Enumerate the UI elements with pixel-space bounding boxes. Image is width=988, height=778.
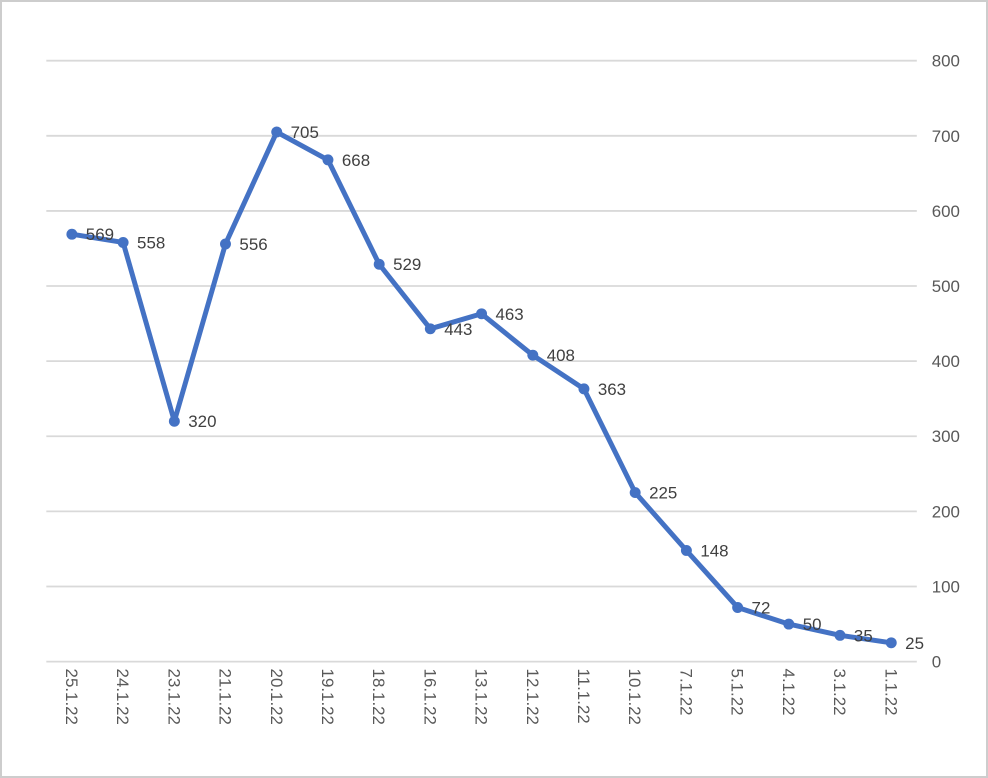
x-axis-tick-label: 25.1.22 [62, 669, 81, 725]
x-axis-tick-label: 16.1.22 [420, 669, 439, 725]
x-axis-tick-label: 12.1.22 [523, 669, 542, 725]
y-axis-tick-label: 0 [932, 653, 941, 672]
x-axis-tick-label: 10.1.22 [625, 669, 644, 725]
x-axis-tick-label: 4.1.22 [779, 669, 798, 716]
data-point-label: 363 [598, 380, 626, 399]
y-axis-tick-label: 400 [932, 352, 960, 371]
y-axis-tick-label: 200 [932, 502, 960, 521]
data-point-marker [783, 618, 795, 630]
data-point-marker [527, 349, 539, 361]
data-point-label: 463 [495, 305, 523, 324]
x-axis-tick-label: 7.1.22 [676, 669, 695, 716]
x-axis-tick-label: 5.1.22 [728, 669, 747, 716]
x-axis-tick-label: 23.1.22 [164, 669, 183, 725]
x-axis-tick-label: 21.1.22 [216, 669, 235, 725]
y-axis-tick-label: 600 [932, 202, 960, 221]
data-point-marker [168, 415, 180, 427]
x-axis-tick-label: 20.1.22 [267, 669, 286, 725]
data-point-label: 705 [291, 123, 319, 142]
data-point-marker [834, 629, 846, 641]
x-axis-tick-label: 1.1.22 [881, 669, 900, 716]
y-axis-tick-label: 700 [932, 127, 960, 146]
data-point-label: 35 [854, 626, 873, 645]
y-axis-tick-label: 300 [932, 427, 960, 446]
y-axis-tick-label: 500 [932, 277, 960, 296]
data-point-label: 668 [342, 151, 370, 170]
data-point-marker [66, 228, 78, 240]
data-point-marker [732, 601, 744, 613]
x-axis-tick-label: 18.1.22 [369, 669, 388, 725]
data-point-label: 225 [649, 484, 677, 503]
data-point-label: 556 [239, 235, 267, 254]
data-point-label: 50 [803, 615, 822, 634]
y-axis-tick-label: 800 [932, 52, 960, 71]
x-axis-tick-label: 19.1.22 [318, 669, 337, 725]
data-point-label: 558 [137, 233, 165, 252]
data-point-label: 408 [547, 346, 575, 365]
data-point-marker [373, 258, 385, 270]
data-point-label: 529 [393, 255, 421, 274]
data-point-marker [424, 323, 436, 335]
data-point-marker [476, 308, 488, 320]
data-point-label: 25 [905, 634, 924, 653]
data-point-label: 320 [188, 412, 216, 431]
x-axis-tick-label: 24.1.22 [113, 669, 132, 725]
data-point-marker [117, 236, 129, 248]
x-axis-tick-label: 13.1.22 [472, 669, 491, 725]
data-point-label: 148 [700, 541, 728, 560]
data-point-label: 443 [444, 320, 472, 339]
data-point-marker [578, 383, 590, 395]
data-point-marker [322, 154, 334, 166]
data-point-marker [271, 126, 283, 138]
data-series-line [69, 129, 894, 646]
x-axis-tick-label: 11.1.22 [574, 669, 593, 724]
data-point-marker [885, 637, 897, 649]
data-point-marker [680, 544, 692, 556]
data-point-label: 569 [86, 225, 114, 244]
data-point-label: 72 [752, 598, 771, 617]
x-axis-tick-label: 3.1.22 [830, 669, 849, 716]
data-point-marker [629, 487, 641, 499]
y-axis-tick-label: 100 [932, 577, 960, 596]
data-point-marker [220, 238, 231, 250]
